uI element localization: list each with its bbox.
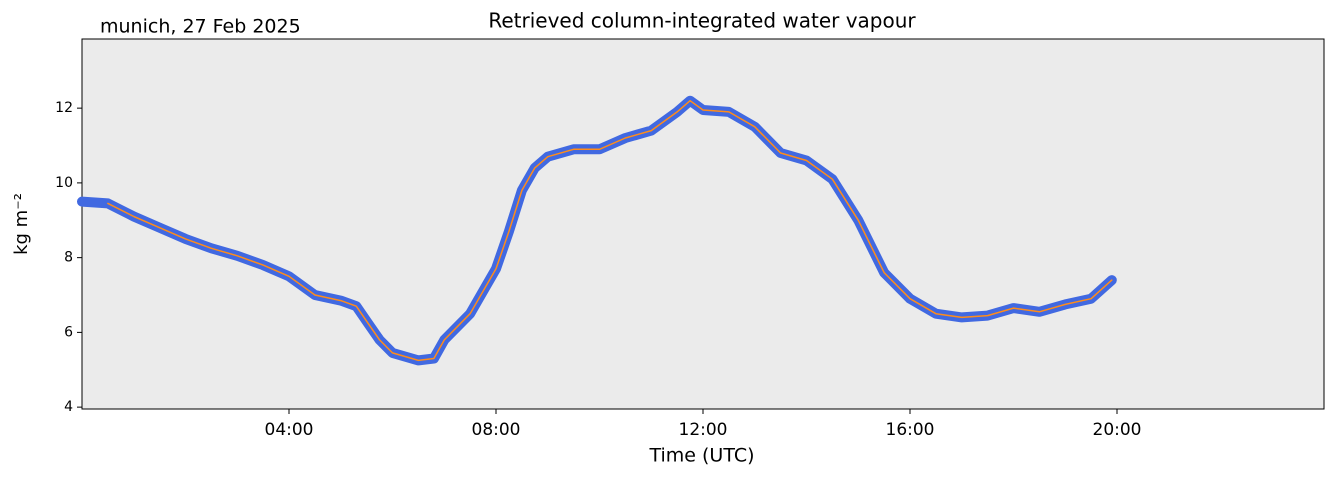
subtitle: munich, 27 Feb 2025 [100, 16, 301, 38]
chart-title: Retrieved column-integrated water vapour [488, 9, 916, 33]
y-axis-label: kg m⁻² [11, 193, 32, 255]
y-tick-label: 10 [55, 175, 73, 191]
x-tick-label: 20:00 [1093, 420, 1142, 440]
x-tick-label: 16:00 [886, 420, 935, 440]
y-tick-label: 6 [64, 324, 73, 340]
plot-area [81, 38, 1325, 410]
y-tick-label: 12 [55, 100, 73, 116]
x-tick-label: 08:00 [472, 420, 521, 440]
x-tick-label: 12:00 [679, 420, 728, 440]
y-tick-label: 8 [64, 250, 73, 266]
x-tick-label: 04:00 [265, 420, 314, 440]
x-axis-label: Time (UTC) [648, 445, 754, 467]
y-tick-label: 4 [64, 399, 73, 415]
smoothed-line [107, 99, 1113, 362]
